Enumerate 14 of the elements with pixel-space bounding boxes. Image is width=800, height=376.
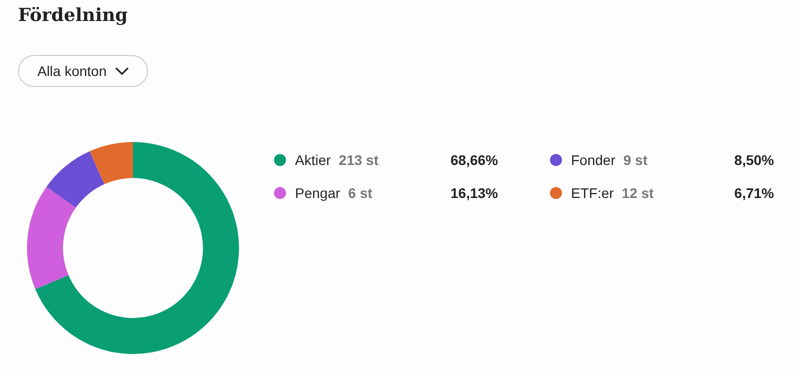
- legend-label: Aktier: [295, 152, 331, 168]
- chart-subtitle: Alla konton: [37, 63, 107, 79]
- data-label: 6,71%: [734, 185, 774, 201]
- chart-title: Fördelning: [18, 5, 128, 26]
- text: 9 st: [623, 152, 648, 168]
- legend-label: Pengar: [295, 185, 340, 201]
- text: 6 st: [348, 185, 372, 201]
- legend-label: Fonder: [571, 152, 616, 168]
- data-label: 16,13%: [450, 185, 498, 201]
- text: 213 st: [338, 152, 378, 168]
- text: 12 st: [622, 185, 654, 201]
- legend-label: ETF:er: [571, 185, 614, 201]
- data-label: 8,50%: [734, 152, 774, 168]
- data-label: 68,66%: [450, 152, 498, 168]
